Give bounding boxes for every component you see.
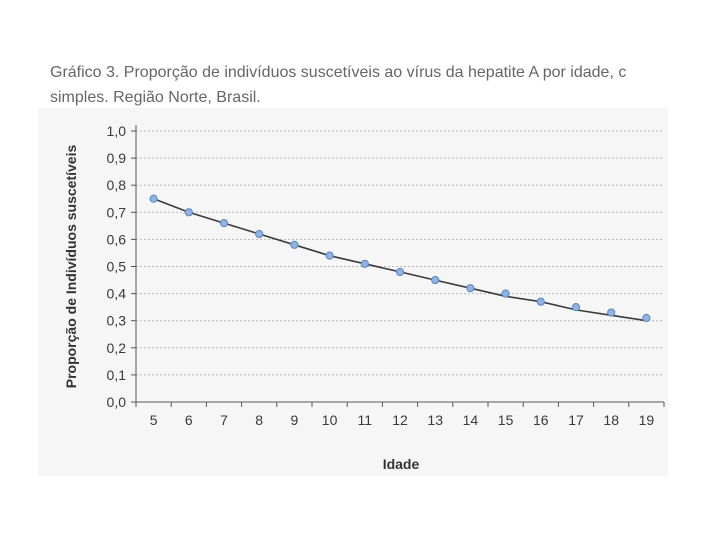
y-tick-label: 0,7 — [107, 204, 127, 220]
data-point — [607, 308, 616, 317]
y-tick-label: 0,3 — [107, 313, 127, 329]
trend-line — [153, 198, 647, 322]
x-tick-label: 18 — [603, 412, 619, 428]
x-tick-label: 9 — [291, 412, 299, 428]
data-point — [149, 194, 158, 203]
data-point — [501, 289, 510, 298]
y-tick-label: 0,0 — [107, 394, 127, 410]
y-tick-label: 0,9 — [107, 150, 127, 166]
axes — [131, 125, 665, 407]
chart-panel: 0,0 0,1 0,2 0,3 0,4 0,5 0,6 0,7 0,8 0,9 1,0 5 6 7 8 9 1… — [38, 108, 668, 476]
data-point — [431, 275, 440, 285]
x-tick-label: 19 — [639, 412, 655, 428]
x-tick-label: 17 — [568, 412, 584, 428]
y-tick-labels: 0,0 0,1 0,2 0,3 0,4 0,5 0,6 0,7 0,8 0,9 1,0 — [107, 123, 127, 410]
y-tick-label: 0,5 — [107, 259, 127, 275]
x-tick-label: 6 — [185, 412, 193, 428]
data-point — [395, 267, 405, 277]
gridlines — [136, 130, 664, 376]
x-tick-labels: 5 6 7 8 9 10 11 12 13 14 15 16 17 18 19 — [150, 412, 655, 428]
y-axis-title: Proporção de Indivíduos suscetíveis — [63, 145, 79, 389]
chart-caption: Gráfico 3. Proporção de indivíduos susce… — [50, 60, 668, 110]
x-tick-label: 12 — [392, 412, 408, 428]
data-point — [325, 251, 334, 260]
y-tick-label: 0,8 — [107, 177, 127, 193]
y-tick-label: 0,2 — [107, 340, 127, 356]
y-tick-label: 1,0 — [107, 123, 127, 139]
x-tick-label: 5 — [150, 412, 158, 428]
y-tick-label: 0,4 — [107, 286, 127, 302]
data-point — [536, 297, 545, 306]
data-point — [184, 208, 193, 217]
y-tick-label: 0,1 — [107, 367, 127, 383]
data-point — [642, 313, 651, 323]
x-tick-label: 15 — [498, 412, 514, 428]
x-axis-title: Idade — [383, 456, 420, 472]
caption-line-2: simples. Região Norte, Brasil. — [50, 89, 261, 106]
x-tick-label: 11 — [358, 412, 373, 428]
x-tick-label: 7 — [220, 412, 228, 428]
x-tick-label: 13 — [427, 412, 443, 428]
data-point — [466, 284, 475, 293]
data-point — [219, 219, 229, 228]
x-tick-label: 14 — [463, 412, 479, 428]
data-point — [290, 240, 299, 249]
line-chart: 0,0 0,1 0,2 0,3 0,4 0,5 0,6 0,7 0,8 0,9 1,0 5 6 7 8 9 1… — [63, 123, 665, 472]
data-point — [255, 229, 264, 239]
x-tick-label: 10 — [322, 412, 338, 428]
series — [149, 194, 651, 323]
data-point — [571, 303, 581, 312]
x-tick-label: 8 — [255, 412, 263, 428]
caption-line-1: Gráfico 3. Proporção de indivíduos susce… — [50, 64, 627, 81]
x-tick-label: 16 — [533, 412, 549, 428]
data-point — [360, 259, 369, 268]
y-tick-label: 0,6 — [107, 231, 127, 247]
